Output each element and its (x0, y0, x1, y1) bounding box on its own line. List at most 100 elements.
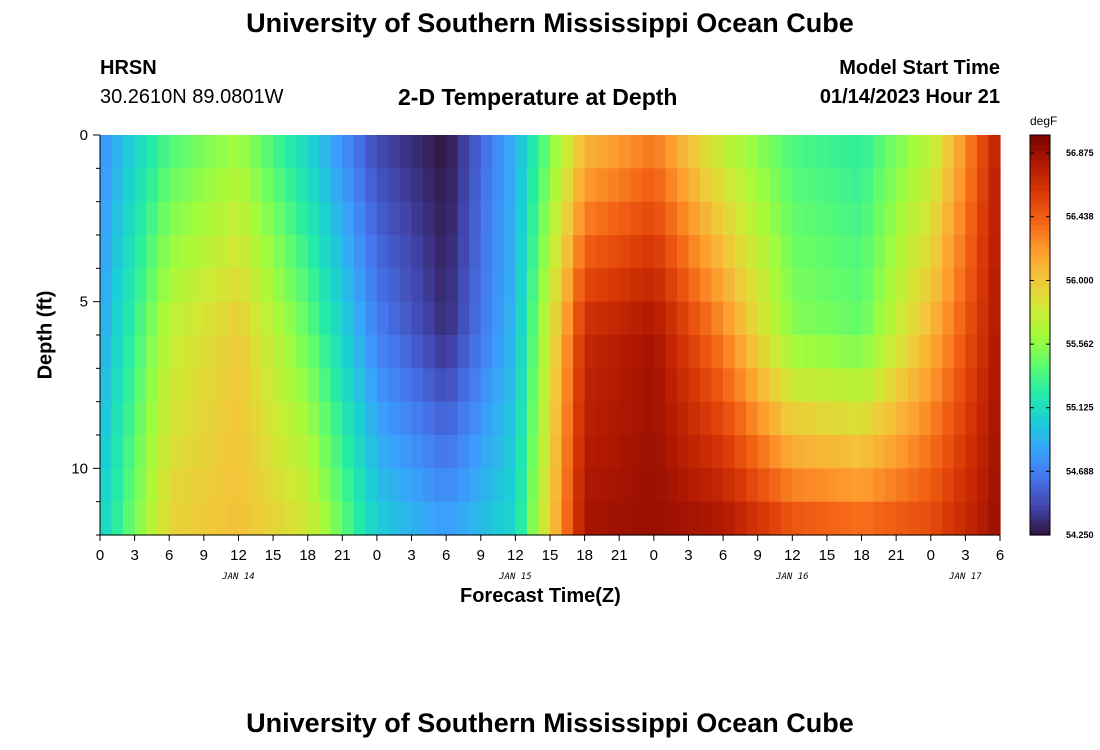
heatmap-cell (953, 401, 966, 436)
heatmap-cell (376, 435, 390, 469)
heatmap-cell (550, 135, 563, 169)
heatmap-cell (192, 201, 205, 236)
x-tick-label: 0 (927, 547, 935, 564)
heatmap-cell (769, 201, 782, 236)
heatmap-cell (123, 268, 136, 303)
heatmap-cell (619, 401, 632, 436)
heatmap-cell (930, 201, 943, 236)
heatmap-cell (457, 135, 470, 169)
heatmap-cell (250, 268, 263, 303)
heatmap-cell (376, 168, 390, 203)
colorbar-segment (1030, 525, 1050, 531)
heatmap-cell (873, 335, 886, 369)
heatmap-cell (976, 501, 990, 536)
colorbar-segment (1030, 395, 1050, 401)
heatmap-cell (653, 235, 666, 269)
heatmap-cell (538, 201, 551, 236)
heatmap-cell (157, 168, 170, 203)
colorbar-segment (1030, 335, 1050, 341)
heatmap-cell (550, 368, 563, 403)
heatmap-cell (792, 201, 805, 236)
heatmap-cell (953, 301, 966, 336)
heatmap-cell (446, 335, 459, 369)
x-tick-label: 3 (130, 547, 138, 564)
heatmap-cell (573, 335, 586, 369)
heatmap-cell (492, 368, 505, 403)
heatmap-cell (953, 268, 966, 303)
heatmap-cell (330, 468, 343, 503)
heatmap-cell (388, 135, 401, 169)
heatmap-cell (215, 135, 228, 169)
heatmap-cell (203, 501, 216, 536)
heatmap-cell (642, 135, 655, 169)
heatmap-cell (111, 268, 124, 303)
heatmap-cell (907, 301, 920, 336)
heatmap-cell (192, 301, 205, 336)
heatmap-cell (873, 168, 886, 203)
heatmap-cell (411, 168, 424, 203)
heatmap-cell (584, 135, 597, 169)
heatmap-cell (330, 368, 343, 403)
heatmap-cell (330, 135, 343, 169)
heatmap-cell (746, 468, 759, 503)
heatmap-cell (492, 401, 505, 436)
heatmap-cell (100, 201, 113, 236)
heatmap-cell (988, 401, 1001, 436)
heatmap-cell (100, 301, 113, 336)
heatmap-cell (261, 135, 274, 169)
heatmap-cell (757, 135, 770, 169)
heatmap-cell (976, 268, 990, 303)
colorbar-segment (1030, 235, 1050, 241)
heatmap-cell (492, 435, 505, 469)
colorbar-segment (1030, 260, 1050, 266)
heatmap-cell (526, 201, 540, 236)
heatmap-cell (526, 501, 540, 536)
heatmap-cell (503, 135, 516, 169)
heatmap-cell (550, 501, 563, 536)
heatmap-cell (630, 468, 643, 503)
heatmap-cell (734, 268, 747, 303)
heatmap-cell (111, 168, 124, 203)
heatmap-cell (988, 268, 1001, 303)
heatmap-cell (792, 235, 805, 269)
heatmap-cell (192, 268, 205, 303)
heatmap-cell (769, 235, 782, 269)
heatmap-cell (284, 201, 297, 236)
heatmap-cell (411, 235, 424, 269)
heatmap-cell (180, 168, 193, 203)
heatmap-cell (215, 468, 228, 503)
heatmap-cell (400, 301, 413, 336)
heatmap-cell (815, 135, 828, 169)
model-start-label: Model Start Time (839, 57, 1000, 79)
heatmap-cell (584, 435, 597, 469)
x-tick-label: 21 (888, 547, 905, 564)
heatmap-cell (746, 368, 759, 403)
heatmap-cell (284, 435, 297, 469)
heatmap-cell (330, 235, 343, 269)
heatmap-cell (423, 268, 436, 303)
heatmap-cell (896, 135, 909, 169)
heatmap-cell (192, 135, 205, 169)
heatmap-cell (873, 435, 886, 469)
heatmap-cell (630, 135, 643, 169)
heatmap-cell (203, 401, 216, 436)
heatmap-cell (296, 135, 309, 169)
heatmap-cell (884, 501, 897, 536)
heatmap-cell (423, 335, 436, 369)
colorbar-tick-label: 55.125 (1066, 403, 1094, 413)
heatmap-cell (423, 168, 436, 203)
heatmap-cell (238, 435, 251, 469)
heatmap-cell (146, 401, 159, 436)
heatmap-cell (319, 301, 332, 336)
heatmap-cell (250, 201, 263, 236)
colorbar-segment (1030, 250, 1050, 256)
heatmap-cell (826, 468, 840, 503)
heatmap-cell (411, 368, 424, 403)
heatmap-cell (596, 368, 609, 403)
heatmap-cell (169, 235, 182, 269)
heatmap-cell (630, 335, 643, 369)
heatmap-cell (953, 201, 966, 236)
heatmap-cell (619, 435, 632, 469)
heatmap-cell (238, 468, 251, 503)
heatmap-cell (561, 235, 574, 269)
